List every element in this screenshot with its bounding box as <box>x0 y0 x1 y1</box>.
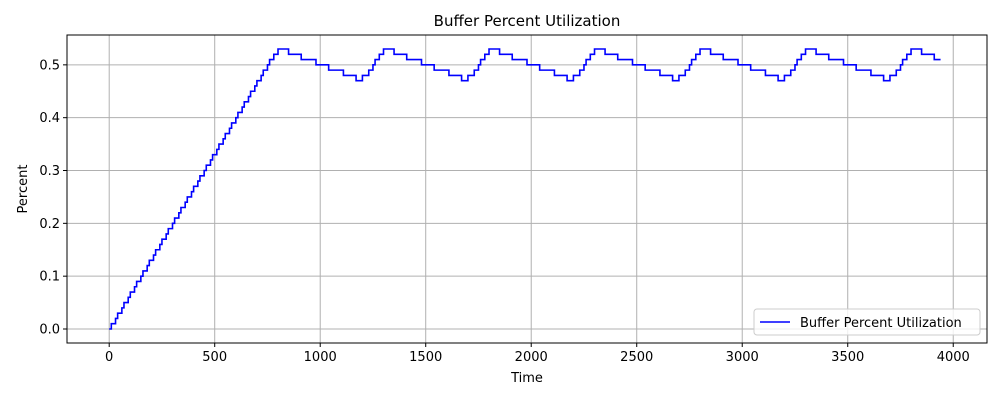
x-tick-label: 500 <box>202 350 227 365</box>
series-layer <box>109 48 941 330</box>
x-tick-label: 4000 <box>937 350 970 365</box>
y-tick-label: 0.1 <box>39 270 60 285</box>
x-tick-label: 0 <box>105 350 113 365</box>
x-axis-title: Time <box>510 371 543 386</box>
x-tick-label: 3000 <box>726 350 759 365</box>
ticks-layer: 0 500 1000 1500 2000 2500 3000 3500 4000 0.0 0.1 0.… <box>39 58 969 365</box>
y-tick-label: 0.5 <box>39 58 60 73</box>
x-tick-label: 2000 <box>515 350 548 365</box>
x-tick-label: 3500 <box>831 350 864 365</box>
legend-box <box>753 308 981 336</box>
y-tick-label: 0.2 <box>39 217 60 232</box>
y-tick-label: 0.3 <box>39 164 60 179</box>
y-axis-title: Percent <box>16 165 31 214</box>
x-tick-label: 1000 <box>304 350 337 365</box>
chart-title: Buffer Percent Utilization <box>434 12 621 30</box>
plot-frame <box>66 34 988 344</box>
y-tick-label: 0.4 <box>39 111 60 126</box>
legend-label: Buffer Percent Utilization <box>800 316 962 331</box>
y-tick-label: 0.0 <box>39 323 60 338</box>
legend: Buffer Percent Utilization <box>753 308 981 336</box>
grid-lines <box>67 35 987 343</box>
x-tick-label: 2500 <box>620 350 653 365</box>
x-tick-label: 1500 <box>409 350 442 365</box>
series-line <box>109 48 941 330</box>
